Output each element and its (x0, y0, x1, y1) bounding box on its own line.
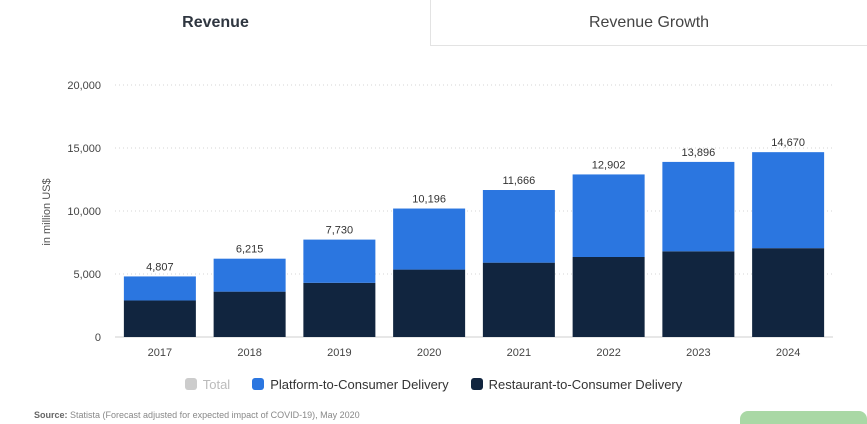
x-tick-label: 2018 (237, 347, 261, 359)
x-tick-label: 2024 (776, 347, 800, 359)
bar-total-label: 4,807 (146, 261, 174, 273)
bar-restaurant (303, 282, 376, 337)
source-note: Source: Statista (Forecast adjusted for … (34, 410, 360, 420)
legend-label-platform: Platform-to-Consumer Delivery (270, 376, 449, 392)
y-tick-label: 20,000 (67, 80, 101, 92)
legend-item-platform[interactable]: Platform-to-Consumer Delivery (252, 376, 449, 392)
tab-revenue[interactable]: Revenue (0, 0, 431, 46)
bar-restaurant (123, 300, 196, 337)
bar-platform (123, 276, 196, 301)
legend-swatch-total (184, 378, 197, 390)
legend-item-restaurant[interactable]: Restaurant-to-Consumer Delivery (470, 376, 683, 392)
tab-revenue-growth[interactable]: Revenue Growth (430, 0, 867, 46)
legend-swatch-restaurant (470, 378, 483, 390)
bar-platform (482, 190, 555, 263)
bar-total-label: 13,896 (682, 147, 716, 159)
source-label: Source: (34, 410, 68, 420)
chart-legend: Total Platform-to-Consumer Delivery Rest… (0, 374, 867, 394)
bar-platform (213, 258, 286, 292)
chart-tabs: Revenue Revenue Growth (0, 0, 867, 46)
bar-restaurant (482, 262, 555, 337)
x-tick-label: 2020 (417, 347, 441, 359)
bar-platform (752, 152, 825, 249)
bar-total-labels: 4,807 6,215 7,730 10,196 11,666 12,902 13,896 1… (146, 137, 805, 273)
x-tick-label: 2023 (686, 347, 710, 359)
y-tick-label: 10,000 (67, 206, 101, 218)
source-text: Statista (Forecast adjusted for expected… (70, 410, 360, 420)
y-tick-label: 15,000 (67, 143, 101, 155)
x-tick-label: 2021 (507, 347, 531, 359)
legend-label-restaurant: Restaurant-to-Consumer Delivery (488, 376, 683, 392)
bar-total-label: 6,215 (236, 244, 264, 256)
x-tick-label: 2017 (148, 347, 172, 359)
legend-label-total: Total (202, 376, 231, 392)
y-axis-label: in million US$ (41, 178, 53, 245)
bar-platform (393, 208, 466, 270)
feedback-tab[interactable] (740, 411, 867, 424)
bar-platform (662, 161, 735, 252)
bar-total-label: 14,670 (771, 137, 805, 149)
y-axis-ticks: 0 5,000 10,000 15,000 20,000 (67, 80, 101, 344)
x-tick-label: 2022 (596, 347, 620, 359)
bar-total-label: 12,902 (592, 159, 626, 171)
bar-restaurant (662, 251, 735, 337)
bar-total-label: 7,730 (326, 225, 354, 237)
y-tick-label: 5,000 (73, 269, 101, 281)
bar-platform (303, 239, 376, 283)
x-tick-label: 2019 (327, 347, 351, 359)
bar-restaurant (572, 256, 645, 337)
bar-platform (572, 174, 645, 257)
bar-total-label: 11,666 (502, 175, 535, 187)
bar-restaurant (393, 269, 466, 337)
chart-bars (123, 152, 825, 337)
legend-item-total[interactable]: Total (184, 376, 231, 392)
bar-total-label: 10,196 (412, 194, 446, 206)
bar-restaurant (752, 248, 825, 337)
y-tick-label: 0 (95, 332, 101, 344)
bar-restaurant (213, 291, 286, 337)
legend-swatch-platform (252, 378, 265, 390)
x-axis-ticks: 2017 2018 2019 2020 2021 2022 2023 2024 (148, 347, 801, 359)
